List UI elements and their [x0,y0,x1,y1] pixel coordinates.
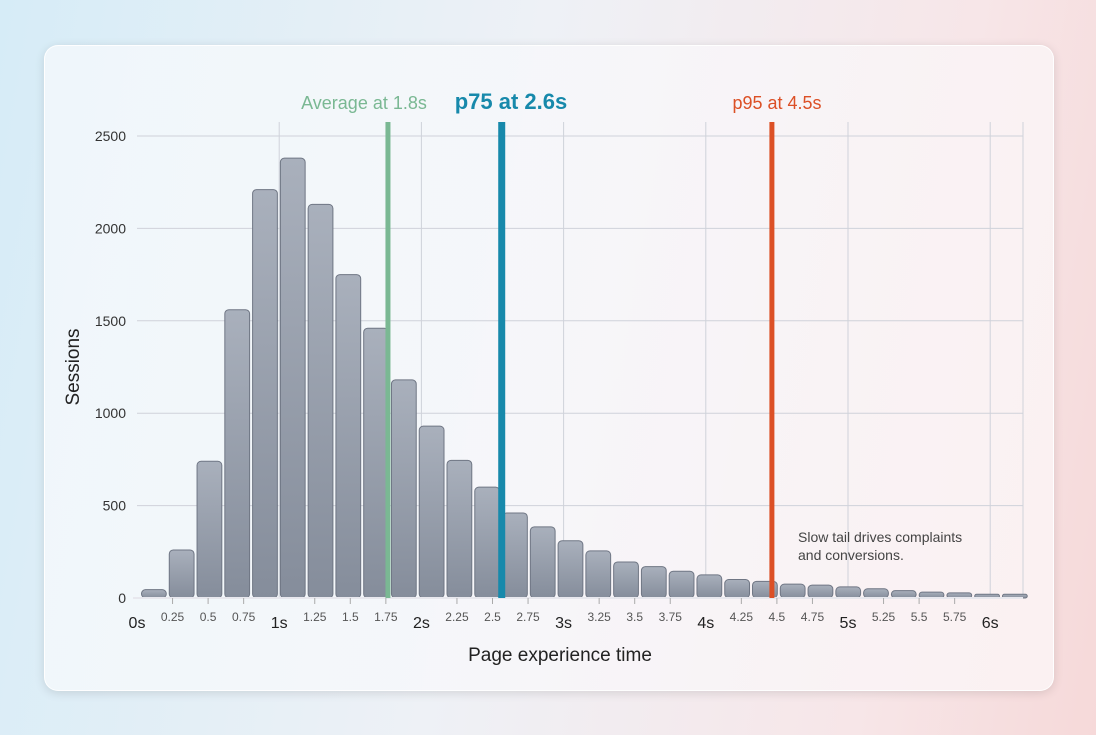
histogram-bar [224,309,251,599]
x-major-tick-label: 6s [982,615,999,632]
x-minor-tick-label: 5.75 [943,610,967,624]
histogram-bar [502,512,528,599]
y-tick-label: 1500 [95,313,126,329]
x-minor-tick-label: 4.75 [801,610,825,624]
annotation-line-1: Slow tail drives complaints [798,529,962,545]
x-minor-tick-label: 1.25 [303,610,327,624]
x-minor-tick-label: 2.75 [516,610,540,624]
histogram-bar [307,203,334,599]
x-axis-label: Page experience time [468,645,652,666]
histogram-bar [640,566,667,599]
histogram-bar [585,550,612,599]
x-major-tick-label: 4s [697,615,714,632]
x-minor-tick-label: 3.5 [626,610,643,624]
histogram-bar [335,274,362,599]
x-minor-tick-label: 0.25 [161,610,185,624]
y-tick-label: 2000 [95,220,126,236]
histogram-bar [446,459,473,599]
marker-label: p95 at 4.5s [732,93,821,113]
histogram-bar [252,189,278,599]
histogram-bar [529,526,556,599]
x-minor-tick-label: 0.75 [232,610,256,624]
y-axis-label: Sessions [63,328,84,405]
histogram-bar [890,590,917,599]
histogram-bar [474,486,501,599]
annotation-line-2: and conversions. [798,547,904,563]
histogram-bar [363,327,389,599]
x-minor-tick-label: 2.5 [484,610,501,624]
histogram-bar [724,579,751,599]
x-minor-tick-label: 1.5 [342,610,359,624]
histogram-bar [418,425,445,599]
histogram-bar [668,570,695,599]
x-major-tick-label: 1s [271,615,288,632]
x-minor-tick-label: 0.5 [200,610,217,624]
histogram-bar [168,549,195,599]
x-major-tick-label: 2s [413,615,430,632]
histogram-bar [390,379,417,599]
x-major-tick-label: 0s [129,615,146,632]
marker-label: Average at 1.8s [301,93,427,113]
x-minor-tick-label: 4.5 [769,610,786,624]
histogram-bar [279,157,306,599]
y-tick-label: 500 [103,498,127,514]
x-major-tick-label: 5s [840,615,857,632]
x-minor-tick-label: 4.25 [730,610,754,624]
x-minor-tick-label: 1.75 [374,610,398,624]
y-tick-label: 0 [118,590,126,606]
x-minor-tick-label: 5.5 [911,610,928,624]
histogram-bar [807,584,834,599]
histogram-bar [779,583,806,599]
x-major-tick-label: 3s [555,615,572,632]
histogram-bar [613,561,639,599]
y-tick-label: 1000 [95,405,126,421]
histogram-bar [557,540,584,599]
histogram-bar [196,460,223,599]
x-minor-tick-label: 2.25 [445,610,469,624]
histogram-bar [141,589,167,599]
histogram-bar [863,588,889,599]
histogram-bar [835,586,862,599]
x-minor-tick-label: 5.25 [872,610,896,624]
histogram-bar [696,574,723,599]
x-minor-tick-label: 3.25 [587,610,611,624]
x-minor-tick-label: 3.75 [659,610,683,624]
y-tick-label: 2500 [95,128,126,144]
marker-label: p75 at 2.6s [455,89,568,114]
